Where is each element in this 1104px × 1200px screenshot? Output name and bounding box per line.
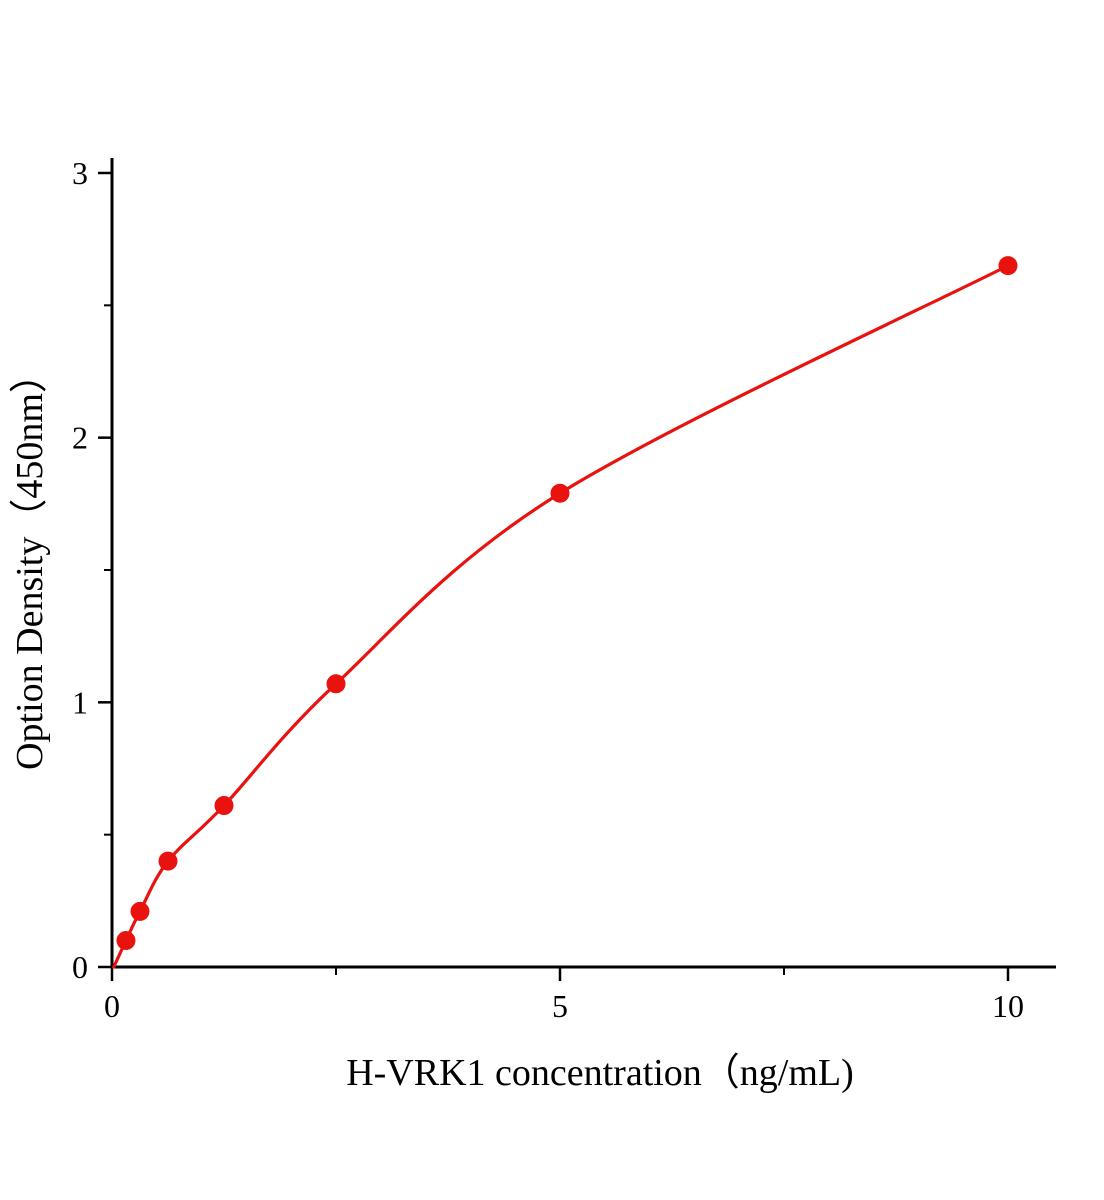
x-tick-label: 10 (992, 988, 1024, 1024)
data-point (214, 796, 234, 816)
y-tick-label: 1 (72, 684, 88, 720)
data-point (326, 674, 346, 694)
data-point (998, 256, 1018, 276)
y-tick-label: 0 (72, 949, 88, 985)
fit-curve (112, 264, 1010, 969)
data-point (158, 851, 178, 871)
data-point (116, 931, 136, 951)
data-point (130, 901, 150, 921)
y-axis-label: Option Density（450nm） (9, 355, 51, 770)
x-axis-label: H-VRK1 concentration（ng/mL) (346, 1052, 854, 1094)
x-tick-label: 0 (104, 988, 120, 1024)
y-tick-label: 2 (72, 420, 88, 456)
data-point (550, 483, 570, 503)
y-tick-label: 3 (72, 155, 88, 191)
x-tick-label: 5 (552, 988, 568, 1024)
